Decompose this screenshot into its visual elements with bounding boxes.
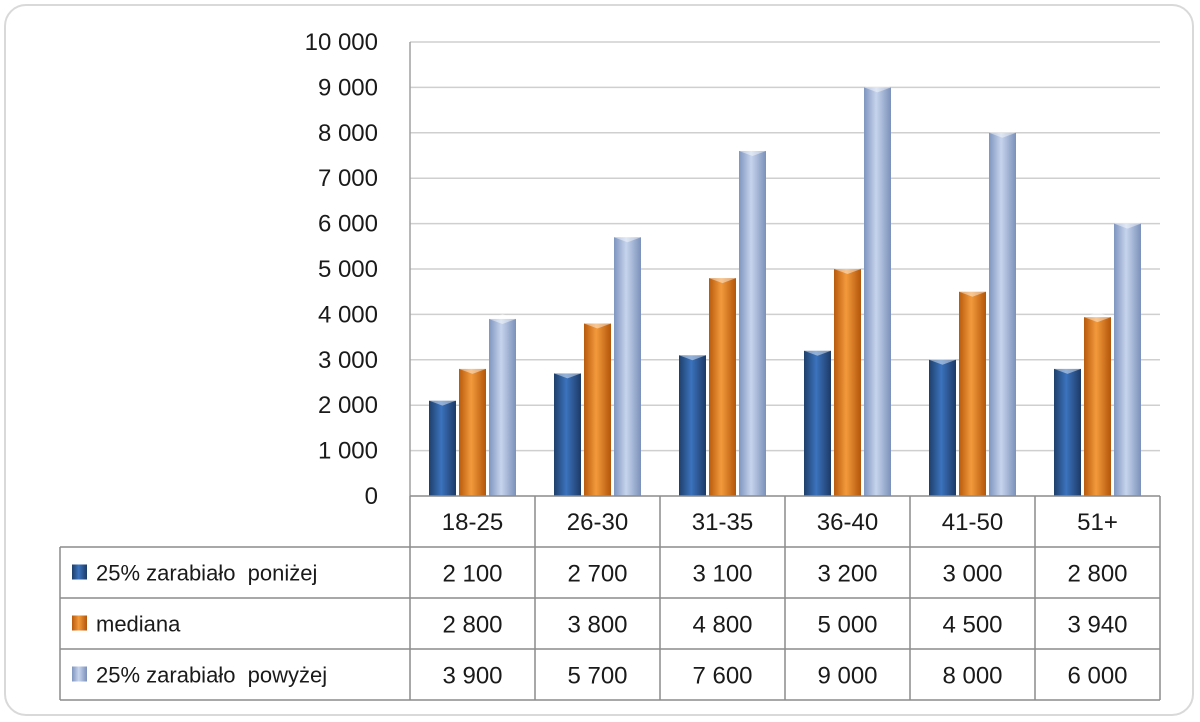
legend-key [72, 615, 87, 631]
x-category-label: 51+ [1077, 509, 1118, 536]
legend-key [72, 564, 87, 580]
y-tick-label: 10 000 [305, 29, 378, 56]
y-tick-label: 9 000 [318, 74, 378, 101]
y-tick-label: 0 [365, 483, 378, 510]
bar [679, 350, 706, 496]
bar [429, 395, 456, 496]
table-cell-value: 3 000 [942, 561, 1002, 588]
x-category-label: 36-40 [817, 509, 878, 536]
bar [864, 82, 891, 497]
bar [959, 286, 986, 496]
bar [1114, 218, 1141, 496]
table-cell-value: 3 900 [442, 663, 502, 690]
y-tick-label: 1 000 [318, 438, 378, 465]
bar [739, 145, 766, 496]
bar [614, 232, 641, 496]
table-cell-value: 5 700 [567, 663, 627, 690]
bar [804, 345, 831, 496]
bar [929, 354, 956, 496]
table-cell-value: 3 100 [692, 561, 752, 588]
x-category-label: 31-35 [692, 509, 753, 536]
x-category-label: 41-50 [942, 509, 1003, 536]
y-tick-label: 6 000 [318, 211, 378, 238]
y-tick-label: 7 000 [318, 165, 378, 192]
bar [554, 368, 581, 496]
x-category-label: 18-25 [442, 509, 503, 536]
bar [709, 273, 736, 496]
y-tick-label: 4 000 [318, 301, 378, 328]
legend-key [72, 666, 87, 682]
data-table: 18-25 26-30 31-35 36-40 41-50 51+ 25% zarabiał… [59, 495, 1161, 701]
y-tick-label: 3 000 [318, 347, 378, 374]
bar [989, 127, 1016, 497]
bar [489, 313, 516, 496]
table-cell-value: 3 800 [567, 612, 627, 639]
legend-entry: 25% zarabiało powyżej [96, 663, 327, 688]
table-cell-value: 3 200 [817, 561, 877, 588]
table-cell-value: 3 940 [1067, 612, 1127, 639]
table-cell-value: 4 500 [942, 612, 1002, 639]
table-cell-value: 2 700 [567, 561, 627, 588]
bar [1084, 312, 1111, 496]
table-cell-value: 2 100 [442, 561, 502, 588]
y-tick-label: 2 000 [318, 392, 378, 419]
y-tick-label: 8 000 [318, 120, 378, 147]
table-cell-value: 2 800 [442, 612, 502, 639]
gridlines [409, 41, 1160, 496]
table-cell-value: 9 000 [817, 663, 877, 690]
legend-entry: mediana [96, 612, 181, 637]
bar [834, 264, 861, 496]
bar [459, 363, 486, 496]
table-cell-value: 6 000 [1067, 663, 1127, 690]
bar [1054, 363, 1081, 496]
table-cell-value: 5 000 [817, 612, 877, 639]
legend-entry: 25% zarabiało poniżej [96, 561, 317, 586]
bar [584, 318, 611, 496]
table-cell-value: 4 800 [692, 612, 752, 639]
y-tick-label: 5 000 [318, 256, 378, 283]
x-category-label: 26-30 [567, 509, 628, 536]
y-axis-ticks: 0 1 000 2 000 3 000 4 000 5 000 6 000 7 000 8 00… [305, 29, 378, 510]
table-cell-value: 8 000 [942, 663, 1002, 690]
bars [429, 82, 1141, 497]
table-cell-value: 7 600 [692, 663, 752, 690]
table-cell-value: 2 800 [1067, 561, 1127, 588]
